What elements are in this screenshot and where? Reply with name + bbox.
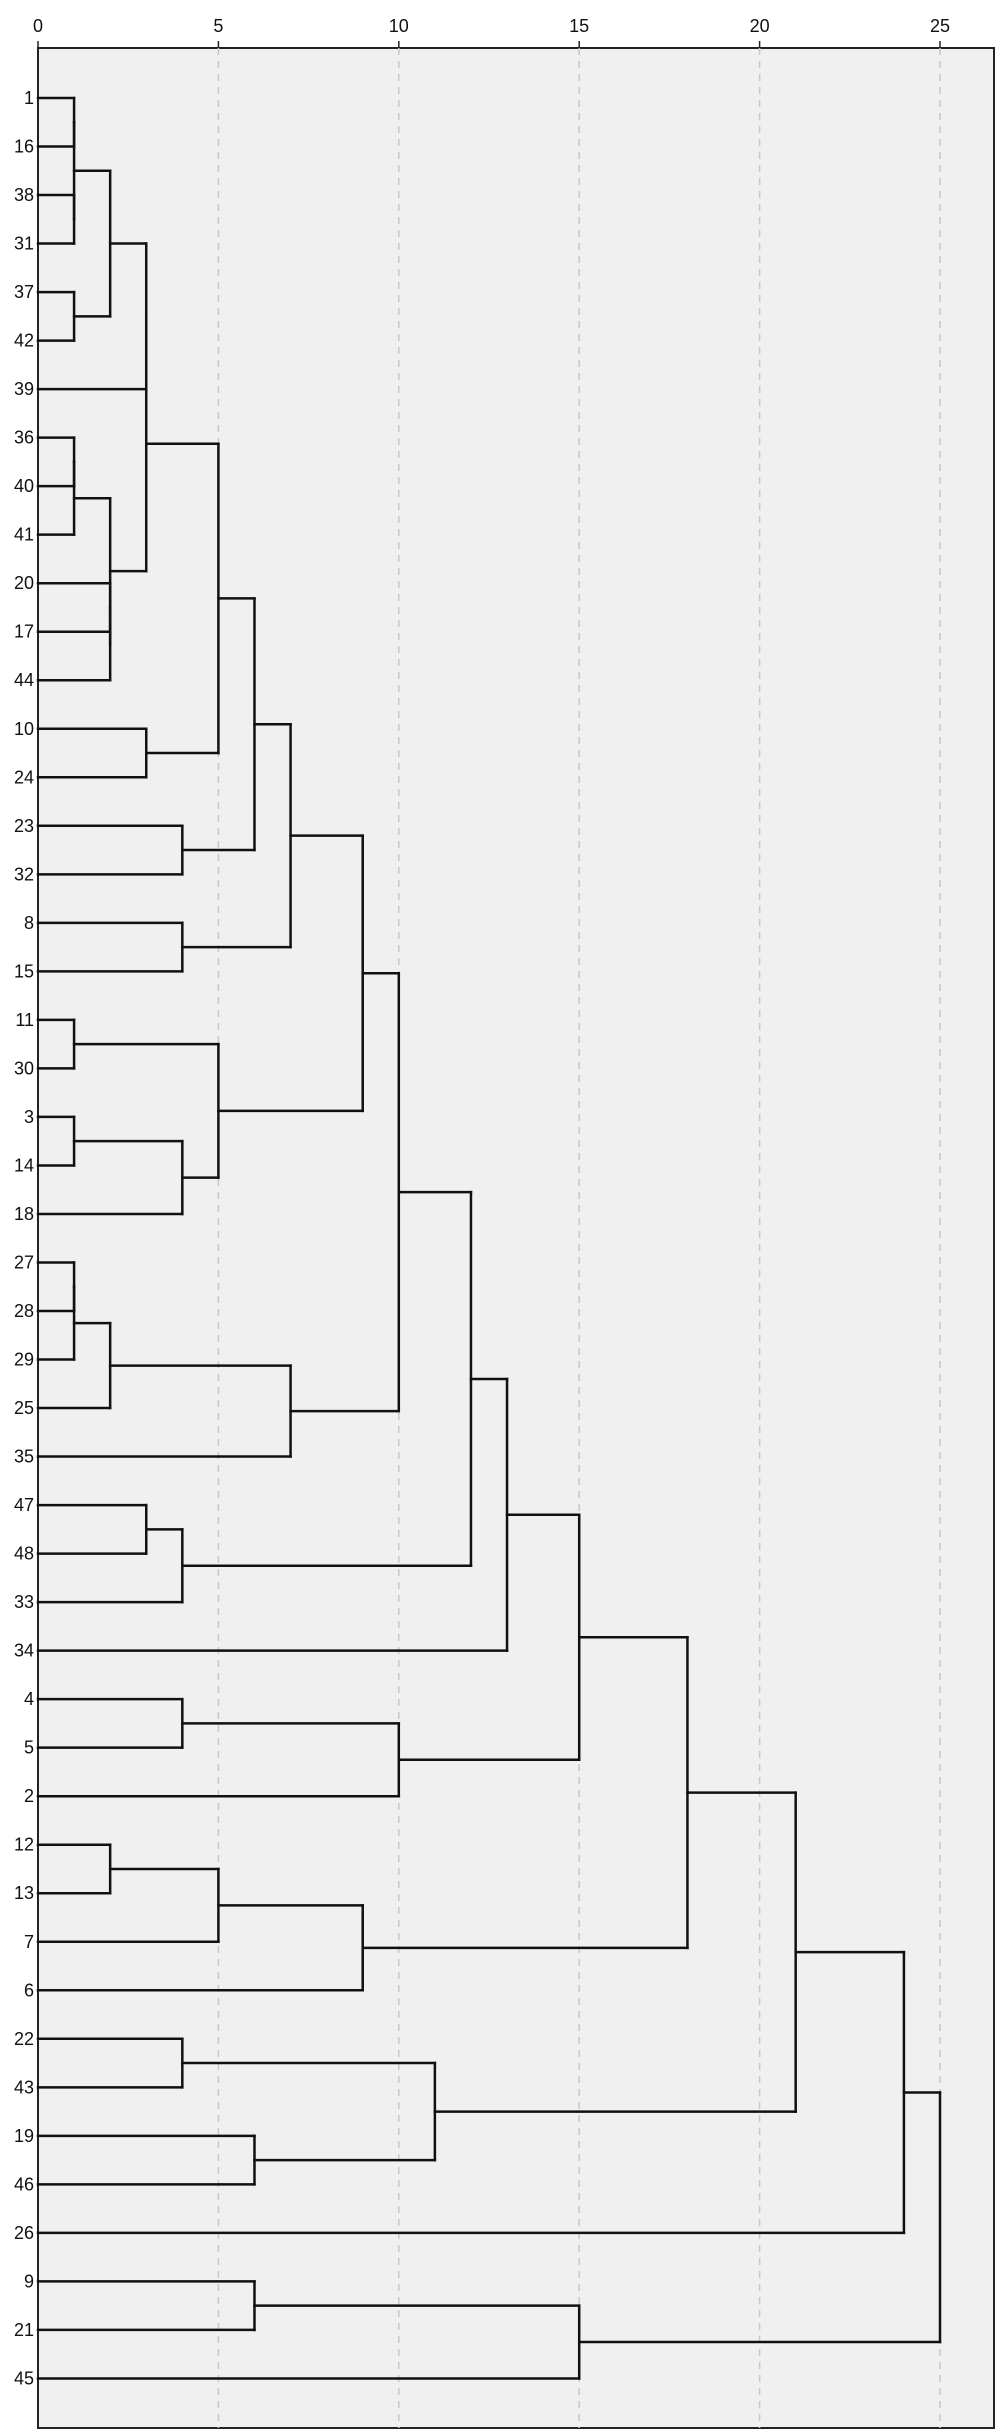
leaf-label-2: 2 <box>24 1786 34 1806</box>
x-axis: 0 5 10 15 20 25 <box>33 16 950 48</box>
leaf-label-12: 12 <box>14 1835 34 1855</box>
leaf-label-18: 18 <box>14 1204 34 1224</box>
dendrogram-branches <box>36 96 942 2380</box>
leaf-label-23: 23 <box>14 816 34 836</box>
x-tick-label: 0 <box>33 16 43 36</box>
leaf-label-41: 41 <box>14 525 34 545</box>
leaf-label-48: 48 <box>14 1544 34 1564</box>
leaf-label-38: 38 <box>14 185 34 205</box>
leaf-label-17: 17 <box>14 622 34 642</box>
leaf-label-33: 33 <box>14 1592 34 1612</box>
leaf-label-36: 36 <box>14 428 34 448</box>
leaf-label-16: 16 <box>14 137 34 157</box>
leaf-label-27: 27 <box>14 1252 34 1272</box>
leaf-label-44: 44 <box>14 670 34 690</box>
x-tick-label: 15 <box>569 16 589 36</box>
leaf-label-19: 19 <box>14 2126 34 2146</box>
leaf-label-5: 5 <box>24 1738 34 1758</box>
x-tick-label: 20 <box>750 16 770 36</box>
leaf-label-24: 24 <box>14 767 34 787</box>
leaf-label-15: 15 <box>14 961 34 981</box>
leaf-label-20: 20 <box>14 573 34 593</box>
x-tick-label: 5 <box>213 16 223 36</box>
leaf-label-42: 42 <box>14 331 34 351</box>
leaf-label-31: 31 <box>14 234 34 254</box>
leaf-labels: 1163831374239364041201744102423328151130… <box>14 88 34 2388</box>
leaf-label-1: 1 <box>24 88 34 108</box>
leaf-label-11: 11 <box>15 1010 34 1030</box>
leaf-label-13: 13 <box>14 1883 34 1903</box>
leaf-label-25: 25 <box>14 1398 34 1418</box>
leaf-label-10: 10 <box>14 719 34 739</box>
leaf-label-8: 8 <box>24 913 34 933</box>
leaf-label-4: 4 <box>24 1689 34 1709</box>
leaf-label-35: 35 <box>14 1447 34 1467</box>
leaf-label-14: 14 <box>14 1155 34 1175</box>
leaf-label-29: 29 <box>14 1350 34 1370</box>
leaf-label-28: 28 <box>14 1301 34 1321</box>
leaf-label-26: 26 <box>14 2223 34 2243</box>
leaf-label-46: 46 <box>14 2174 34 2194</box>
leaf-label-34: 34 <box>14 1641 34 1661</box>
leaf-label-30: 30 <box>14 1058 34 1078</box>
leaf-label-22: 22 <box>14 2029 34 2049</box>
leaf-label-45: 45 <box>14 2368 34 2388</box>
leaf-label-6: 6 <box>24 1980 34 2000</box>
leaf-label-21: 21 <box>14 2320 34 2340</box>
leaf-label-9: 9 <box>24 2271 34 2291</box>
leaf-label-43: 43 <box>14 2077 34 2097</box>
leaf-label-40: 40 <box>14 476 34 496</box>
leaf-label-37: 37 <box>14 282 34 302</box>
x-tick-label: 25 <box>930 16 950 36</box>
leaf-label-47: 47 <box>14 1495 34 1515</box>
leaf-label-7: 7 <box>24 1932 34 1952</box>
leaf-label-3: 3 <box>24 1107 34 1127</box>
leaf-label-32: 32 <box>14 864 34 884</box>
x-tick-label: 10 <box>389 16 409 36</box>
leaf-label-39: 39 <box>14 379 34 399</box>
